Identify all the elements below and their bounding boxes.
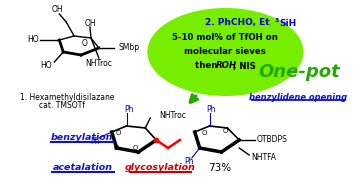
Text: then: then	[195, 61, 220, 70]
Text: Ph: Ph	[184, 157, 194, 167]
Text: benzylidene opening: benzylidene opening	[249, 92, 348, 101]
Text: One-pot: One-pot	[258, 63, 340, 81]
Text: 1. Hexamethyldisilazane: 1. Hexamethyldisilazane	[20, 92, 114, 101]
Text: 2. PhCHO, Et: 2. PhCHO, Et	[204, 19, 269, 28]
Text: O: O	[82, 39, 88, 47]
Text: Ph: Ph	[206, 105, 215, 114]
Text: O: O	[202, 130, 207, 136]
Text: OH: OH	[51, 5, 63, 15]
Text: SMbp: SMbp	[119, 43, 140, 53]
Text: Ph: Ph	[124, 105, 133, 114]
Text: 3: 3	[275, 18, 279, 22]
Text: SiH: SiH	[280, 19, 297, 28]
Text: O: O	[223, 128, 228, 134]
Polygon shape	[188, 82, 212, 92]
Text: cat. TMSOTf: cat. TMSOTf	[39, 101, 85, 109]
Text: 73%: 73%	[208, 163, 231, 173]
Ellipse shape	[147, 8, 303, 96]
Text: OTBDPS: OTBDPS	[257, 136, 288, 145]
Text: Ph: Ph	[90, 136, 100, 146]
Text: HO: HO	[27, 36, 39, 44]
Text: O: O	[133, 145, 138, 151]
Text: NHTroc: NHTroc	[159, 111, 186, 119]
Text: glycosylation: glycosylation	[125, 163, 195, 173]
Text: molecular sieves: molecular sieves	[184, 47, 266, 57]
Text: 5-10 mol% of TfOH on: 5-10 mol% of TfOH on	[172, 33, 278, 43]
Text: benzylation: benzylation	[51, 133, 113, 143]
Text: NHTroc: NHTroc	[85, 59, 112, 67]
Text: O: O	[114, 145, 119, 151]
Text: , NIS: , NIS	[233, 61, 256, 70]
Text: O: O	[116, 130, 121, 136]
Text: OH: OH	[84, 19, 96, 28]
Text: acetalation: acetalation	[53, 163, 113, 173]
Text: HO: HO	[41, 61, 52, 70]
Text: NHTFA: NHTFA	[251, 153, 276, 163]
Text: ROH: ROH	[216, 61, 237, 70]
